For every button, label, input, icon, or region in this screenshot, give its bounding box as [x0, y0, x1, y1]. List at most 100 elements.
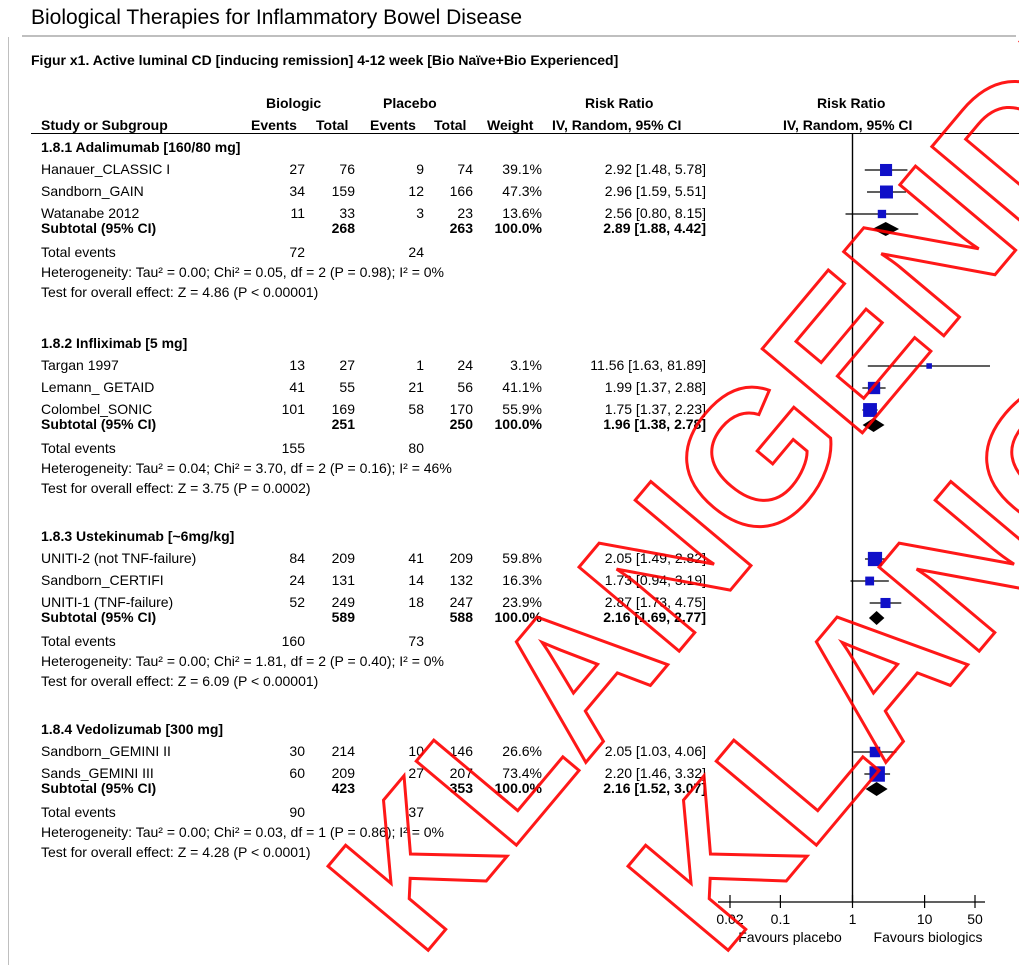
- study-name: UNITI-2 (not TNF-failure): [41, 550, 197, 566]
- study-marker: [869, 766, 885, 782]
- events-biologic: 60: [289, 765, 305, 781]
- study-marker: [877, 209, 887, 219]
- study-weight: 55.9%: [502, 401, 542, 417]
- study-marker: [880, 597, 891, 609]
- subtotal-diamond: [872, 222, 900, 236]
- x-tick-label: 0.1: [771, 911, 791, 927]
- study-name: Sands_GEMINI III: [41, 765, 154, 781]
- study-weight: 13.6%: [502, 205, 542, 221]
- study-name: Sandborn_GEMINI II: [41, 743, 171, 759]
- events-biologic: 13: [289, 357, 305, 373]
- header-events-biologic: Events: [251, 117, 297, 133]
- heterogeneity-text: Heterogeneity: Tau² = 0.00; Chi² = 1.81,…: [41, 653, 444, 669]
- subtotal-ci-text: 1.96 [1.38, 2.78]: [603, 416, 706, 432]
- total-placebo: 209: [449, 550, 473, 566]
- total-placebo: 23: [457, 205, 473, 221]
- header-rr-title: Risk Ratio: [585, 95, 654, 111]
- x-tick-label: 50: [967, 911, 983, 927]
- study-ci-text: 2.87 [1.73, 4.75]: [604, 594, 706, 610]
- total-placebo: 207: [449, 765, 473, 781]
- frame-left-border: [8, 37, 9, 965]
- events-placebo: 27: [408, 765, 424, 781]
- subgroup-label: 1.8.3 Ustekinumab [~6mg/kg]: [41, 528, 235, 544]
- study-marker: [926, 363, 932, 369]
- study-ci-text: 2.96 [1.59, 5.51]: [604, 183, 706, 199]
- subgroup-label: 1.8.4 Vedolizumab [300 mg]: [41, 721, 224, 737]
- study-weight: 73.4%: [502, 765, 542, 781]
- heterogeneity-text: Heterogeneity: Tau² = 0.04; Chi² = 3.70,…: [41, 460, 452, 476]
- header-biologic: Biologic: [266, 95, 322, 111]
- favours-biologics-label: Favours biologics: [874, 929, 983, 945]
- events-biologic: 30: [289, 743, 305, 759]
- subtotal-total-biologic: 251: [331, 416, 355, 432]
- total-placebo: 146: [449, 743, 473, 759]
- total-biologic: 249: [331, 594, 355, 610]
- study-ci-text: 2.20 [1.46, 3.32]: [604, 765, 706, 781]
- x-tick-label: 0.02: [716, 911, 743, 927]
- total-events-placebo: 80: [408, 440, 424, 456]
- heterogeneity-text: Heterogeneity: Tau² = 0.00; Chi² = 0.05,…: [41, 264, 444, 280]
- total-biologic: 33: [339, 205, 355, 221]
- total-placebo: 74: [457, 161, 473, 177]
- total-events-biologic: 155: [281, 440, 305, 456]
- figure-caption: Figur x1. Active luminal CD [inducing re…: [31, 52, 619, 68]
- subtotal-weight: 100.0%: [494, 780, 542, 796]
- total-events-biologic: 72: [289, 244, 305, 260]
- study-ci-text: 2.92 [1.48, 5.78]: [604, 161, 706, 177]
- study-ci-text: 2.05 [1.03, 4.06]: [604, 743, 706, 759]
- subtotal-ci-text: 2.89 [1.88, 4.42]: [603, 220, 706, 236]
- study-marker: [867, 381, 881, 395]
- overall-effect-text: Test for overall effect: Z = 4.86 (P < 0…: [41, 284, 319, 300]
- total-biologic: 169: [331, 401, 355, 417]
- study-name: Targan 1997: [41, 357, 119, 373]
- total-biologic: 209: [331, 765, 355, 781]
- total-events-label: Total events: [41, 804, 116, 820]
- subtotal-weight: 100.0%: [494, 609, 542, 625]
- overall-effect-text: Test for overall effect: Z = 3.75 (P = 0…: [41, 480, 311, 496]
- total-placebo: 247: [449, 594, 473, 610]
- total-biologic: 214: [331, 743, 355, 759]
- events-biologic: 41: [289, 379, 305, 395]
- study-weight: 23.9%: [502, 594, 542, 610]
- study-marker: [865, 576, 875, 586]
- study-marker: [867, 551, 883, 567]
- study-weight: 41.1%: [502, 379, 542, 395]
- x-tick-label: 10: [917, 911, 933, 927]
- total-events-biologic: 90: [289, 804, 305, 820]
- subtotal-total-biologic: 268: [331, 220, 355, 236]
- study-marker: [869, 746, 881, 758]
- total-biologic: 76: [339, 161, 355, 177]
- events-placebo: 3: [416, 205, 424, 221]
- overall-effect-text: Test for overall effect: Z = 4.28 (P < 0…: [41, 844, 311, 860]
- total-events-placebo: 37: [408, 804, 424, 820]
- study-ci-text: 1.75 [1.37, 2.23]: [604, 401, 706, 417]
- events-biologic: 34: [289, 183, 305, 199]
- study-name: Sandborn_GAIN: [41, 183, 144, 199]
- events-placebo: 9: [416, 161, 424, 177]
- subtotal-diamond: [865, 782, 888, 796]
- subtotal-total-biologic: 589: [331, 609, 355, 625]
- total-biologic: 209: [331, 550, 355, 566]
- study-weight: 59.8%: [502, 550, 542, 566]
- study-name: Watanabe 2012: [41, 205, 140, 221]
- header-study: Study or Subgroup: [41, 117, 168, 133]
- subtotal-diamond: [868, 611, 885, 625]
- total-placebo: 56: [457, 379, 473, 395]
- header-rr-method: IV, Random, 95% CI: [552, 117, 682, 133]
- total-events-placebo: 73: [408, 633, 424, 649]
- events-placebo: 10: [408, 743, 424, 759]
- events-biologic: 84: [289, 550, 305, 566]
- subtotal-total-placebo: 353: [449, 780, 473, 796]
- events-biologic: 24: [289, 572, 305, 588]
- subtotal-label: Subtotal (95% CI): [41, 416, 157, 432]
- events-biologic: 52: [289, 594, 305, 610]
- study-weight: 47.3%: [502, 183, 542, 199]
- total-placebo: 166: [449, 183, 473, 199]
- header-weight: Weight: [487, 117, 534, 133]
- total-biologic: 159: [331, 183, 355, 199]
- total-biologic: 55: [339, 379, 355, 395]
- study-weight: 26.6%: [502, 743, 542, 759]
- subtotal-total-placebo: 263: [449, 220, 473, 236]
- events-placebo: 1: [416, 357, 424, 373]
